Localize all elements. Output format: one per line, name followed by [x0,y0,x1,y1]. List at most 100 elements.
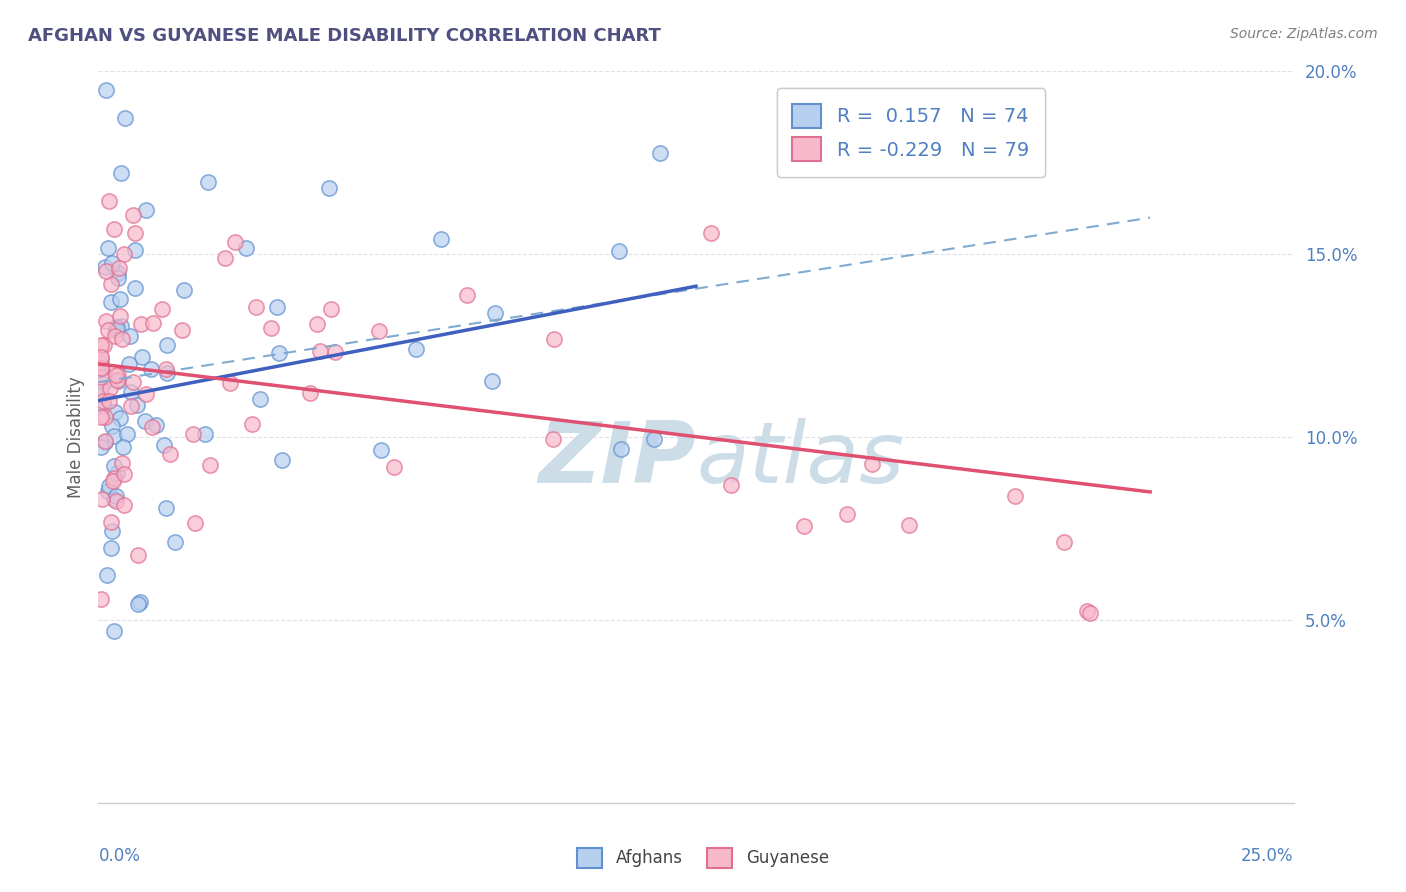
Point [1053,535,1076,549]
Point [104,368,127,382]
Point [90,388,112,402]
Point [91,377,114,392]
Point [484,305,506,319]
Point [120,385,142,400]
Point [643,432,665,446]
Point [543,332,565,346]
Point [405,342,427,356]
Point [224,235,246,249]
Point [155,501,177,516]
Point [90,351,112,365]
Point [107,266,129,280]
Point [98,194,121,208]
Point [97,483,120,498]
Point [127,548,149,562]
Point [103,221,125,235]
Text: atlas: atlas [696,417,904,500]
Point [94,434,117,448]
Point [1078,606,1101,620]
Point [104,319,127,334]
Point [319,301,342,316]
Point [165,534,187,549]
Point [98,479,121,493]
Point [456,288,478,302]
Point [325,344,347,359]
Point [105,321,128,335]
Point [150,302,173,317]
Point [111,456,134,470]
Point [170,323,193,337]
Point [112,247,135,261]
Point [793,518,815,533]
Point [249,392,271,406]
Point [90,409,112,424]
Point [108,293,131,307]
Point [127,598,149,612]
Point [108,410,131,425]
Point [145,417,167,432]
Point [94,435,117,450]
Point [153,438,176,452]
Point [270,452,292,467]
Point [90,350,112,364]
Point [110,319,132,334]
Point [835,507,858,521]
Point [181,427,204,442]
Point [93,410,115,425]
Point [91,394,114,409]
Point [159,447,181,461]
Point [104,405,127,419]
Point [104,323,127,337]
Point [124,281,146,295]
Point [219,376,242,390]
Point [259,320,281,334]
Point [103,459,125,474]
Point [93,338,115,352]
Point [135,202,157,217]
Point [90,356,112,370]
Point [114,111,136,125]
Point [129,595,152,609]
Point [214,251,236,265]
Point [129,318,152,332]
Point [118,357,141,371]
Point [370,442,392,457]
Point [1004,489,1026,503]
Point [100,515,122,529]
Point [135,386,157,401]
Point [235,241,257,255]
Point [108,261,131,276]
Point [90,440,112,454]
Point [120,329,142,343]
Point [103,624,125,638]
Point [650,145,672,160]
Point [97,323,120,337]
Text: Source: ZipAtlas.com: Source: ZipAtlas.com [1230,27,1378,41]
Point [298,385,321,400]
Point [108,310,131,324]
Point [94,83,117,97]
Point [101,524,124,539]
Point [100,541,122,555]
Point [107,368,129,382]
Point [318,181,340,195]
Point [104,494,127,508]
Point [134,414,156,428]
Point [200,458,222,472]
Point [543,433,565,447]
Point [91,360,114,375]
Point [194,426,217,441]
Point [127,398,149,412]
Point [91,492,114,507]
Point [105,373,128,387]
Point [309,344,332,359]
Point [155,362,177,376]
Point [131,350,153,364]
Point [245,300,267,314]
Text: ZIP: ZIP [538,417,696,500]
Point [142,316,165,330]
Point [103,491,125,506]
Legend: Afghans, Guyanese: Afghans, Guyanese [571,841,835,875]
Point [101,419,124,434]
Point [156,366,179,380]
